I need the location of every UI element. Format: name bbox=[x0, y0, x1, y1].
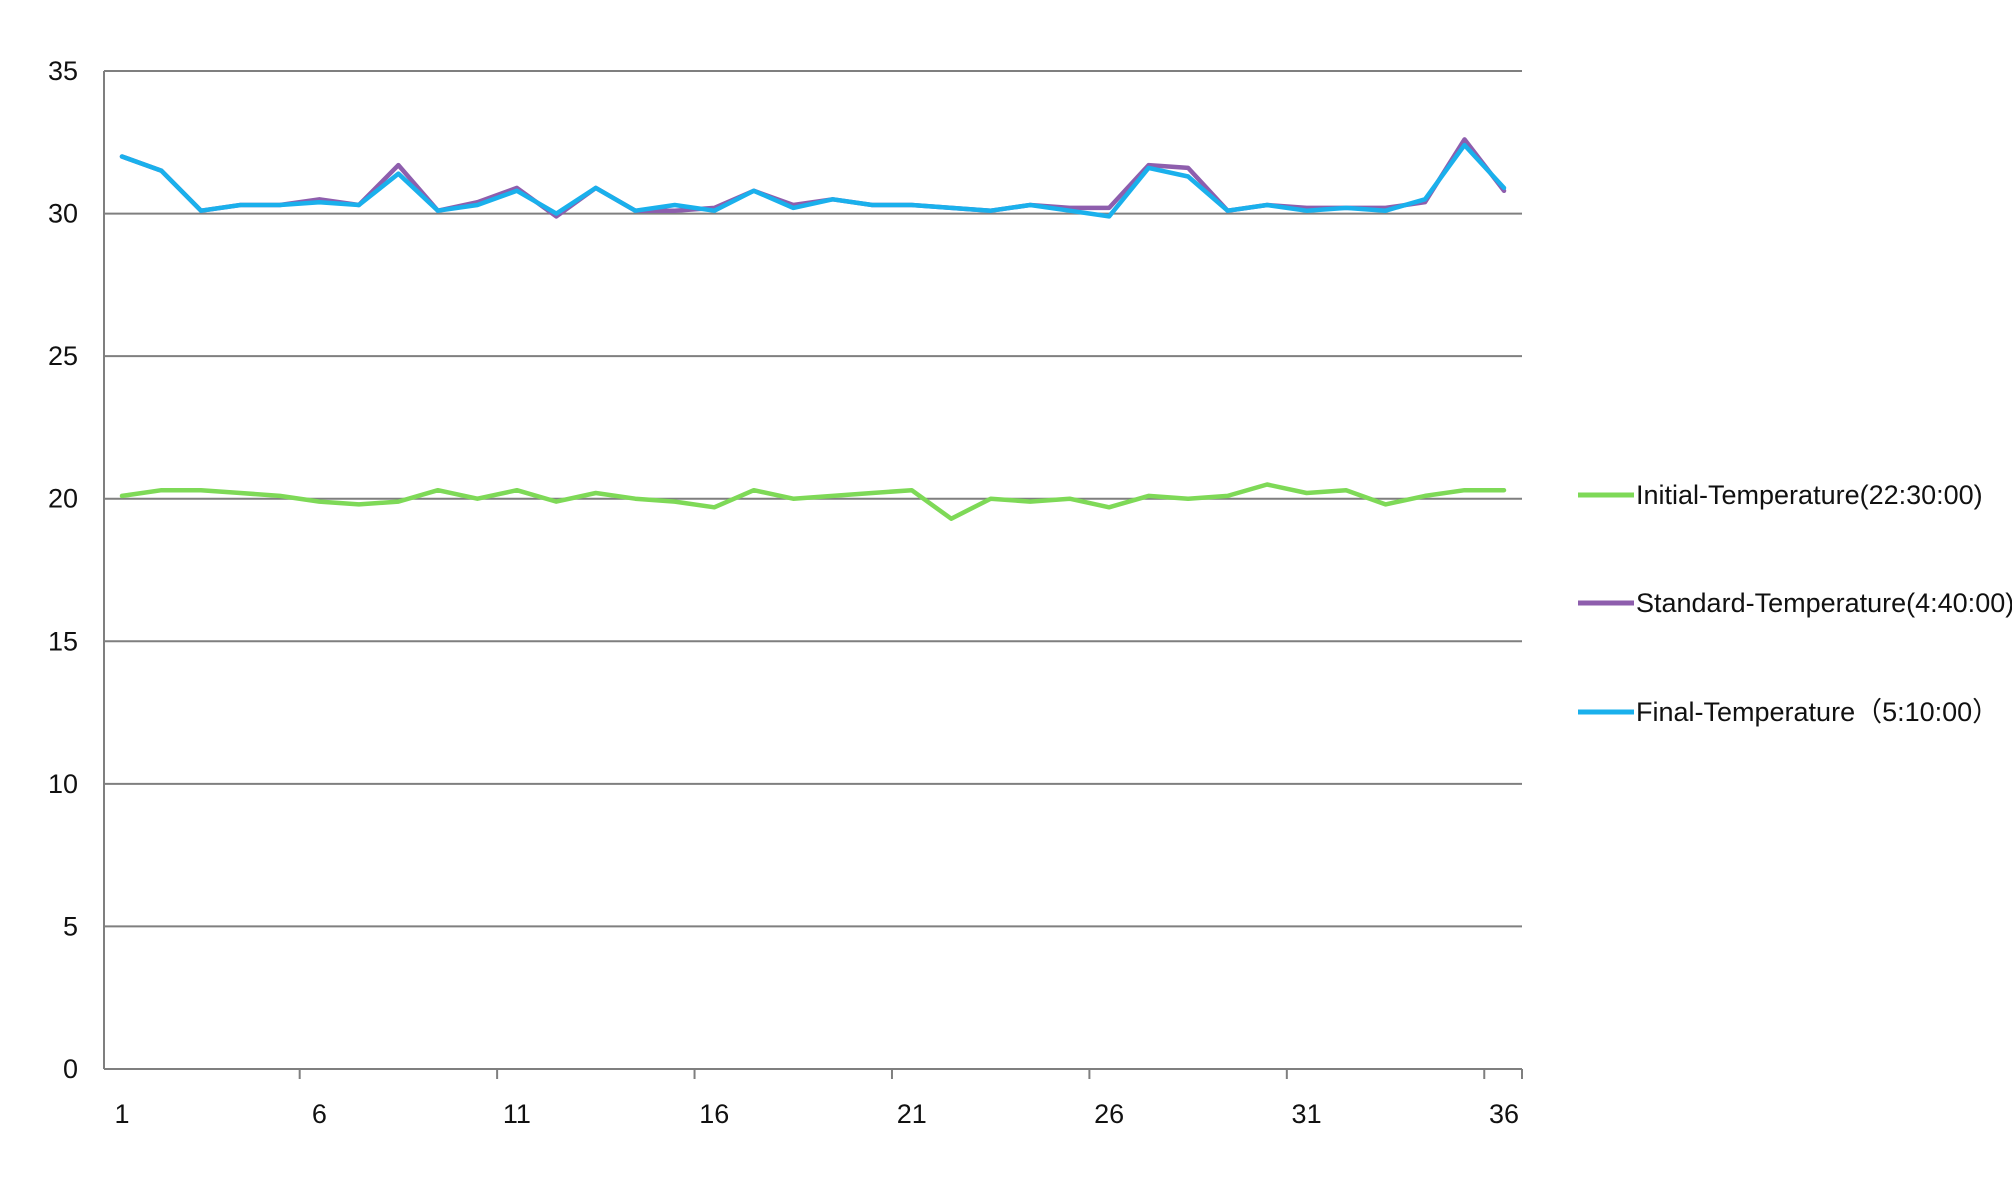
x-tick-label: 26 bbox=[1094, 1099, 1124, 1129]
x-tick-label: 6 bbox=[312, 1099, 327, 1129]
legend: Initial-Temperature(22:30:00) Standard-Te… bbox=[1578, 480, 2012, 727]
y-tick-label: 30 bbox=[48, 199, 78, 229]
y-tick-label: 15 bbox=[48, 626, 78, 656]
legend-label: Standard-Temperature(4:40:00) bbox=[1636, 588, 2012, 618]
y-tick-label: 0 bbox=[63, 1054, 78, 1084]
gridlines bbox=[104, 70, 1522, 928]
y-tick-label: 20 bbox=[48, 484, 78, 514]
x-tick-label: 16 bbox=[699, 1099, 729, 1129]
axes bbox=[103, 71, 1523, 1079]
y-tick-label: 25 bbox=[48, 341, 78, 371]
y-tick-label: 10 bbox=[48, 769, 78, 799]
legend-label: Final-Temperature（5:10:00） bbox=[1636, 697, 1999, 727]
y-axis-tick-labels: 0 5 10 15 20 25 30 35 bbox=[48, 56, 78, 1084]
x-tick-label: 21 bbox=[897, 1099, 927, 1129]
y-tick-label: 35 bbox=[48, 56, 78, 86]
x-axis-tick-labels: 1 6 11 16 21 26 31 36 bbox=[114, 1099, 1519, 1129]
series-line-0 bbox=[119, 482, 1507, 521]
legend-label: Initial-Temperature(22:30:00) bbox=[1636, 480, 1983, 510]
x-tick-label: 1 bbox=[114, 1099, 129, 1129]
series-line-2 bbox=[119, 142, 1507, 219]
series-lines bbox=[119, 137, 1507, 521]
x-tick-label: 31 bbox=[1292, 1099, 1322, 1129]
x-tick-label: 11 bbox=[503, 1099, 531, 1129]
x-tick-label: 36 bbox=[1489, 1099, 1519, 1129]
y-tick-label: 5 bbox=[63, 911, 78, 941]
